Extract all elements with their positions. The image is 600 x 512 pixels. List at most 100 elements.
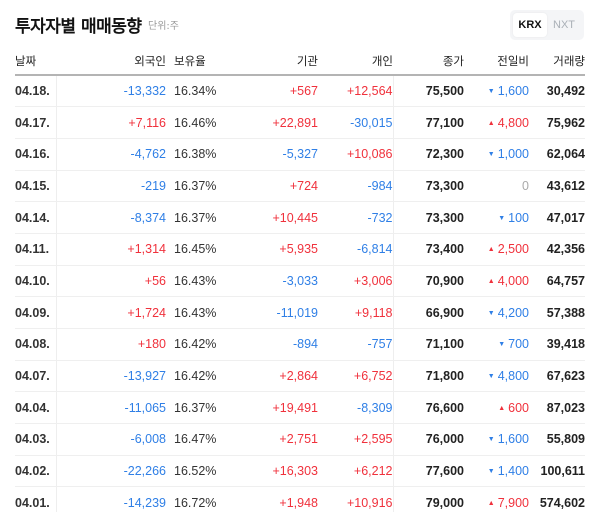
- change-value: 600: [508, 400, 529, 415]
- cell-change: ▼ 1,600: [464, 75, 529, 108]
- table-row: 04.10. +56 16.43% -3,033 +3,006 70,900 ▲ 4,000 6…: [15, 265, 585, 298]
- cell-date: 04.04.: [15, 391, 57, 425]
- cell-close: 73,400: [393, 233, 464, 266]
- cell-institution: -5,327: [228, 138, 318, 171]
- cell-date: 04.01.: [15, 486, 57, 512]
- cell-close: 70,900: [393, 265, 464, 298]
- cell-holding-ratio: 16.38%: [166, 138, 228, 171]
- triangle-down-icon: ▼: [487, 309, 495, 317]
- cell-foreign: +56: [56, 265, 166, 298]
- cell-date: 04.16.: [15, 138, 57, 171]
- section-header: 투자자별 매매동향 단위:주 KRX NXT: [15, 0, 585, 40]
- cell-volume: 39,418: [529, 328, 585, 361]
- triangle-down-icon: ▼: [487, 88, 495, 96]
- cell-institution: +19,491: [228, 391, 318, 425]
- cell-institution: -11,019: [228, 296, 318, 329]
- cell-date: 04.08.: [15, 328, 57, 361]
- cell-individual: +9,118: [318, 296, 394, 329]
- triangle-down-icon: ▼: [487, 151, 495, 159]
- cell-date: 04.11.: [15, 233, 57, 266]
- col-header-individual: 개인: [318, 47, 393, 76]
- cell-holding-ratio: 16.52%: [166, 455, 228, 488]
- cell-foreign: -4,762: [56, 138, 166, 171]
- cell-holding-ratio: 16.43%: [166, 296, 228, 329]
- cell-foreign: -14,239: [123, 496, 166, 511]
- cell-volume: 43,612: [529, 170, 585, 203]
- cell-change: ▼ 700: [464, 328, 529, 361]
- cell-institution: +22,891: [228, 106, 318, 139]
- cell-change: ▲ 7,900: [464, 487, 529, 512]
- triangle-up-icon: ▲: [498, 404, 506, 412]
- change-value: 1,000: [497, 147, 529, 162]
- cell-date: 04.02.: [15, 455, 57, 488]
- table-row: 04.16. -4,762 16.38% -5,327 +10,086 72,300 ▼ 1,…: [15, 138, 585, 171]
- cell-volume: 574,602: [539, 496, 585, 511]
- cell-volume: 47,017: [529, 201, 585, 234]
- triangle-down-icon: ▼: [498, 214, 506, 222]
- investor-trading-table: 날짜 외국인 보유율 기관 개인 종가 전일비 거래량 04.18. -13,33…: [15, 47, 585, 512]
- change-value: 4,800: [497, 369, 529, 384]
- change-value: 100: [508, 210, 529, 225]
- cell-change: ▼ 1,000: [464, 138, 529, 171]
- change-value: 1,400: [497, 464, 529, 479]
- cell-institution: +724: [228, 170, 318, 203]
- cell-close: 75,500: [393, 75, 464, 108]
- cell-foreign: -8,374: [56, 201, 166, 234]
- cell-date: 04.07.: [15, 360, 57, 393]
- change-value: 0: [522, 178, 529, 193]
- table-row: 04.09. +1,724 16.43% -11,019 +9,118 66,900 ▼ 4,…: [15, 296, 585, 329]
- market-toggle: KRX NXT: [510, 10, 584, 40]
- table-row: 04.11. +1,314 16.45% +5,935 -6,814 73,400 ▲ 2,5…: [15, 233, 585, 266]
- cell-close: 77,100: [393, 106, 464, 139]
- cell-volume: 67,623: [529, 360, 585, 393]
- cell-individual: -30,015: [318, 106, 394, 139]
- col-header-foreign: 외국인: [56, 47, 166, 76]
- table-row: 04.04. -11,065 16.37% +19,491 -8,309 76,600 ▲ 6…: [15, 391, 585, 425]
- cell-volume: 30,492: [529, 75, 585, 108]
- col-header-close: 종가: [393, 47, 464, 76]
- cell-date: 04.18.: [15, 75, 57, 108]
- triangle-up-icon: ▲: [487, 277, 495, 285]
- nxt-tab[interactable]: NXT: [553, 19, 575, 31]
- cell-foreign: -13,927: [56, 360, 166, 393]
- triangle-up-icon: ▲: [487, 119, 495, 127]
- cell-change: ▼ 4,200: [464, 296, 529, 329]
- cell-individual: -757: [318, 328, 394, 361]
- cell-change: ▲ 2,500: [464, 233, 529, 266]
- change-value: 7,900: [497, 496, 529, 511]
- cell-close: 73,300: [393, 170, 464, 203]
- cell-date: 04.15.: [15, 170, 57, 203]
- cell-individual: -984: [318, 170, 394, 203]
- change-value: 700: [508, 337, 529, 352]
- triangle-up-icon: ▲: [487, 500, 495, 508]
- cell-date: 04.09.: [15, 296, 57, 329]
- cell-holding-ratio: 16.72%: [174, 496, 217, 511]
- cell-individual: -8,309: [318, 391, 394, 425]
- col-header-institution: 기관: [228, 47, 318, 76]
- krx-tab[interactable]: KRX: [513, 13, 547, 37]
- cell-institution: +5,935: [228, 233, 318, 266]
- cell-volume: 57,388: [529, 296, 585, 329]
- cell-foreign: -6,008: [56, 423, 166, 456]
- table-body: 04.18. -13,332 16.34% +567 +12,564 75,500 ▼ 1,6…: [15, 75, 585, 512]
- cell-volume: 42,356: [529, 233, 585, 266]
- table-row: 04.14. -8,374 16.37% +10,445 -732 73,300 ▼ 100 4…: [15, 201, 585, 234]
- cell-individual: -6,814: [318, 233, 394, 266]
- cell-change: ▲ 4,800: [464, 106, 529, 139]
- cell-change: ▼ 1,400: [464, 455, 529, 488]
- triangle-down-icon: ▼: [487, 468, 495, 476]
- cell-date: 04.03.: [15, 423, 57, 456]
- table-row: 04.01. -14,239 16.72% +1,948 +10,916 79,000 ▲ 7…: [15, 486, 585, 512]
- cell-institution: +1,948: [279, 496, 318, 511]
- col-header-holding-ratio: 보유율: [166, 47, 228, 76]
- unit-label: 단위:주: [148, 21, 179, 32]
- cell-individual: +10,916: [318, 486, 394, 512]
- col-header-date: 날짜: [15, 47, 56, 76]
- cell-institution: +2,864: [228, 360, 318, 393]
- cell-holding-ratio: 16.42%: [166, 360, 228, 393]
- cell-foreign: +7,116: [56, 106, 166, 139]
- cell-individual: +6,212: [318, 455, 394, 488]
- cell-institution: +16,303: [228, 455, 318, 488]
- table-row: 04.08. +180 16.42% -894 -757 71,100 ▼ 700 39,418: [15, 328, 585, 361]
- triangle-down-icon: ▼: [487, 373, 495, 381]
